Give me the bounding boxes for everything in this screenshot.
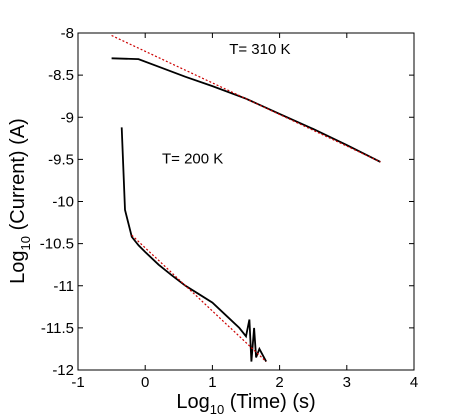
x-tick-label: 0 (141, 374, 149, 391)
y-tick-label: -10.5 (40, 236, 74, 253)
fit-line-3 (131, 234, 267, 363)
y-tick-label: -9.5 (48, 151, 74, 168)
annotation-310k: T= 310 K (229, 41, 290, 58)
data-line-0 (111, 57, 381, 163)
fit-line-1 (111, 34, 381, 163)
y-tick-label: -11.5 (41, 320, 74, 337)
y-tick-label: -11 (53, 278, 74, 295)
x-tick-label: 3 (343, 374, 351, 391)
annotation-200k: T= 200 K (162, 151, 223, 168)
y-tick-label: -10 (52, 194, 74, 211)
y-tick-label: -12 (52, 362, 74, 379)
x-tick-label: -1 (71, 374, 84, 391)
y-tick-label: -8 (61, 25, 74, 42)
y-axis-label: Log10 (Current) (A) (7, 118, 33, 284)
plot-area (77, 32, 415, 371)
x-tick-label: 2 (275, 374, 283, 391)
y-tick-label: -9 (61, 109, 74, 126)
y-tick-label: -8.5 (48, 67, 74, 84)
x-axis-label: Log10 (Time) (s) (176, 391, 315, 417)
x-tick-label: 4 (410, 374, 418, 391)
x-tick-label: 1 (208, 374, 216, 391)
data-line-2 (120, 127, 267, 363)
